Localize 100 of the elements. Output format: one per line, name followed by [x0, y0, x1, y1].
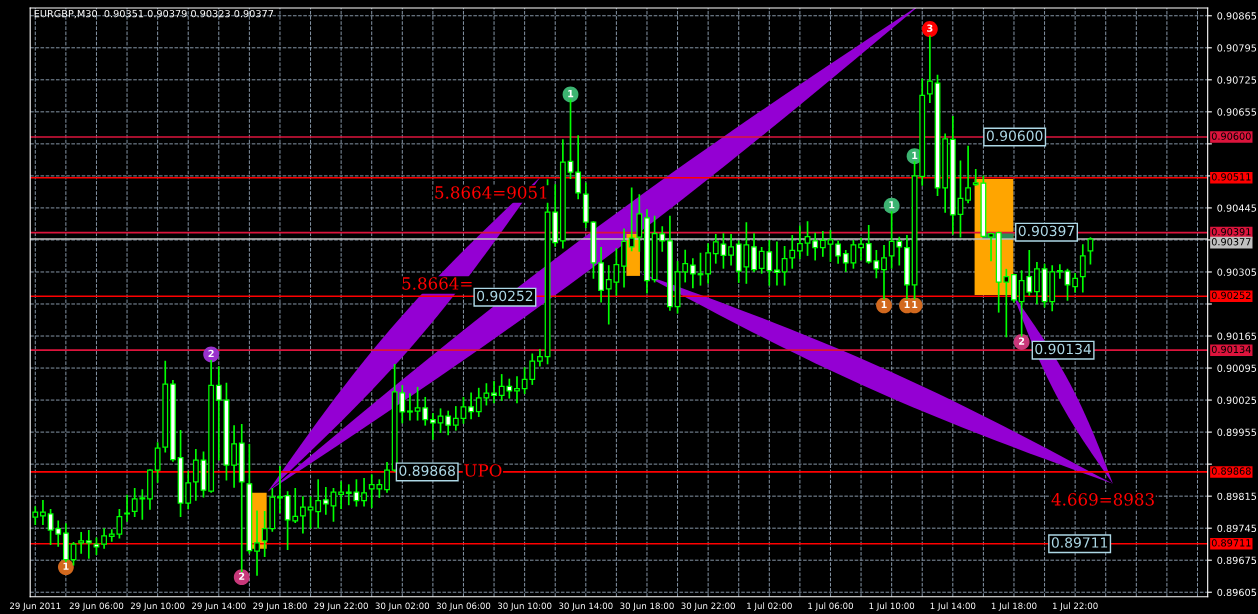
candlestick [468, 392, 475, 420]
candlestick [965, 145, 972, 204]
candlestick [575, 135, 582, 200]
candlestick [231, 425, 238, 488]
candlestick [338, 481, 345, 509]
candlestick [789, 234, 796, 269]
candlestick [1033, 261, 1040, 305]
ref-line-label: 0.90377 [1211, 238, 1251, 246]
text: 1 [881, 300, 887, 309]
text: 2 [1019, 337, 1025, 345]
candlestick [85, 530, 92, 559]
y-tick-label: 0.90725 [1217, 76, 1257, 84]
x-tick-label: 1 Jul 10:00 [869, 602, 915, 611]
candlestick [1087, 237, 1094, 265]
series-label: 1 [912, 300, 918, 309]
ref-line-label: 0.90600 [1211, 132, 1251, 140]
candlestick [804, 221, 811, 256]
series-label: 3 [927, 24, 933, 32]
candlestick [452, 406, 459, 431]
annotation: 0.89711 [1051, 537, 1108, 548]
x-tick-label: 30 Jun 06:00 [436, 602, 491, 611]
ref-line-label: 0.90391 [1211, 228, 1251, 236]
y-tick-label: 0.90305 [1217, 268, 1257, 276]
x-tick-label: 29 Jun 06:00 [69, 602, 124, 611]
candlestick [429, 412, 436, 440]
candlestick [124, 494, 130, 522]
candlestick [437, 408, 444, 433]
candlestick [705, 243, 712, 284]
x-tick-label: 1 Jul 18:00 [991, 602, 1037, 611]
x-tick-label: 29 Jun 2011 [10, 602, 61, 611]
x-tick-label: 1 Jul 02:00 [747, 602, 792, 611]
candlestick [192, 449, 199, 501]
text: 1 [568, 90, 574, 98]
ref-line-label: 0.90134 [1211, 345, 1251, 354]
ref-line-label: 0.89868 [1211, 467, 1251, 475]
candlestick [254, 510, 260, 576]
candlestick [728, 234, 734, 266]
x-tick-label: 29 Jun 18:00 [253, 602, 307, 611]
candlestick [796, 225, 803, 260]
annotation: 0.90397 [1018, 225, 1075, 237]
annotation: UPO [464, 464, 502, 477]
candlestick [988, 232, 994, 262]
candlestick [858, 237, 864, 261]
y-tick-label: 0.90795 [1217, 44, 1257, 52]
annotation: 5.8664=9051 [435, 186, 547, 199]
y-tick-label: 0.89955 [1217, 428, 1257, 436]
candlestick [812, 232, 819, 261]
candlestick [299, 496, 306, 534]
x-tick-label: 29 Jun 14:00 [192, 602, 246, 611]
candlestick [407, 393, 413, 421]
candlestick [361, 477, 367, 507]
ref-line-label: 0.90511 [1211, 173, 1251, 181]
series-label: 2 [239, 572, 245, 580]
y-tick-label: 0.90095 [1217, 364, 1257, 372]
y-tick-label: 0.90445 [1217, 204, 1257, 212]
candlestick [682, 249, 689, 283]
candlestick [697, 252, 704, 286]
y-tick-label: 0.90165 [1217, 332, 1257, 340]
candlestick [101, 528, 108, 549]
candlestick [827, 229, 834, 262]
y-tick-label: 0.90025 [1217, 396, 1257, 404]
series-label: 2 [208, 349, 214, 358]
x-tick-label: 1 Jul 22:00 [1053, 602, 1098, 611]
candlestick [835, 240, 842, 264]
y-tick-label: 0.90865 [1217, 12, 1257, 20]
annotation: 0.90252 [477, 290, 533, 302]
candlestick [445, 410, 452, 436]
candlestick [1056, 264, 1063, 279]
candlestick [781, 245, 788, 286]
candlestick [491, 380, 497, 404]
y-tick-label: 0.89675 [1217, 556, 1257, 565]
y-tick-label: 0.89605 [1217, 588, 1257, 597]
annotation: 0.90134 [1035, 343, 1092, 355]
x-tick-label: 30 Jun 22:00 [681, 602, 735, 611]
candlestick [926, 35, 933, 104]
y-tick-label: 0.89745 [1217, 524, 1257, 533]
candlestick [78, 531, 85, 554]
candlestick [32, 506, 39, 525]
ref-line-label: 0.90252 [1211, 291, 1251, 300]
y-tick-label: 0.90655 [1217, 108, 1257, 116]
candlestick [307, 496, 314, 529]
series-label: 1 [889, 201, 895, 209]
text: 1 [63, 562, 69, 570]
x-tick-label: 29 Jun 10:00 [130, 602, 185, 611]
annotation: 4.669=8983 [1051, 493, 1154, 506]
annotation: 0.89868 [399, 465, 455, 476]
candlestick [774, 241, 780, 286]
candlestick [322, 487, 329, 515]
x-tick-label: 1 Jul 06:00 [808, 602, 853, 611]
candlestick [751, 233, 757, 272]
candlestick [315, 479, 322, 529]
text: 1 [904, 300, 910, 309]
x-tick-label: 29 Jun 22:00 [314, 602, 368, 611]
candlestick [514, 376, 520, 404]
x-tick-label: 30 Jun 18:00 [620, 602, 674, 611]
x-tick-label: 30 Jun 02:00 [375, 602, 430, 611]
candlestick [689, 258, 696, 289]
candlestick [277, 466, 283, 514]
y-tick-label: 0.89815 [1217, 492, 1257, 500]
candlestick [819, 230, 826, 257]
